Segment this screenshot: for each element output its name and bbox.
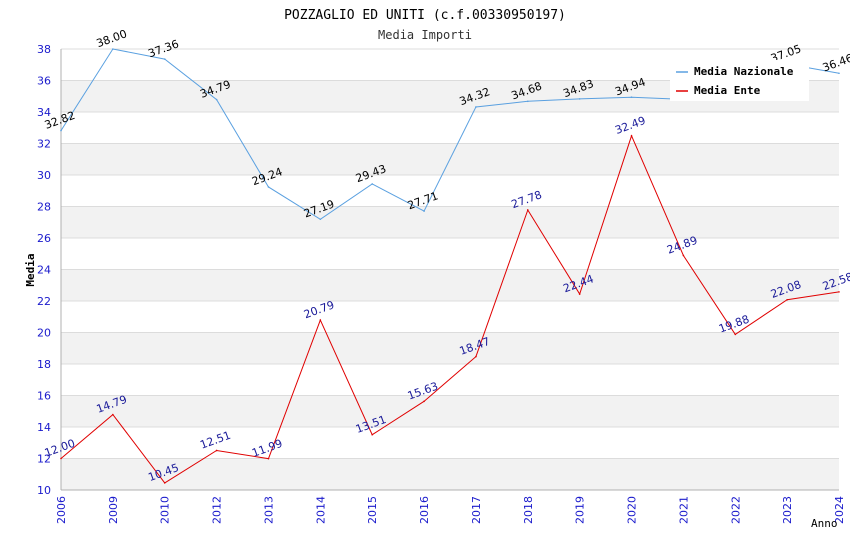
y-tick-label: 18 [37,358,51,371]
x-tick-label: 2016 [418,496,431,524]
x-tick-label: 2020 [626,496,639,524]
data-point [267,186,270,188]
x-axis-label: Anno [811,517,838,530]
data-label: 32.49 [613,114,647,137]
data-point [112,48,114,50]
y-tick-labels: 10 12 14 16 18 20 22 24 26 28 30 32 34 36 38 [37,43,51,497]
y-tick-label: 34 [37,106,51,119]
data-point [60,129,62,132]
grid-band [61,206,839,238]
data-point [578,98,581,100]
x-tick-label: 2009 [107,496,120,524]
data-point [423,210,425,212]
chart-subtitle: Media Importi [378,28,472,42]
legend-label-media-ente: Media Ente [694,84,761,97]
x-tick-label: 2006 [55,496,68,524]
axes [60,49,839,491]
data-point [215,449,218,452]
y-tick-label: 22 [37,295,51,308]
data-label: 38.00 [95,27,129,50]
data-label: 36.46 [821,51,850,74]
data-point [475,355,477,358]
data-point [630,96,633,98]
data-label: 12.00 [43,437,77,460]
data-point [682,254,685,257]
data-label: 11.99 [250,437,284,460]
y-tick-label: 20 [37,327,51,340]
y-tick-label: 32 [37,138,51,151]
data-label: 20.79 [302,298,336,321]
data-point [423,400,425,403]
x-tick-labels: 2006 2009 2010 2012 2013 2014 2015 2016 2017 2018… [55,496,846,524]
x-tick-label: 2021 [677,496,690,524]
data-point [60,457,62,460]
x-tick-label: 2022 [729,496,742,524]
data-point [163,482,166,484]
legend: Media Nazionale Media Ente [670,60,809,101]
data-point [734,333,737,336]
y-tick-label: 28 [37,201,51,214]
y-tick-label: 12 [37,453,51,466]
data-point [630,134,633,137]
data-point [838,291,840,293]
x-tick-label: 2023 [781,496,794,524]
x-tick-label: 2018 [522,496,535,524]
y-tick-label: 24 [37,264,51,277]
grid-band [61,269,839,301]
x-tick-label: 2012 [211,496,224,524]
data-label: 12.51 [198,429,232,452]
y-tick-label: 10 [37,484,51,497]
y-axis-label: Media [24,253,37,286]
data-point [371,433,374,436]
x-tick-label: 2017 [470,496,483,524]
data-point [319,218,322,221]
y-tick-label: 26 [37,232,51,245]
y-tick-label: 38 [37,43,51,56]
grid-band [61,332,839,364]
x-tick-label: 2010 [159,496,172,524]
chart-title: POZZAGLIO ED UNITI (c.f.00330950197) [284,8,566,23]
x-tick-label: 2015 [366,496,379,524]
data-point [527,209,529,211]
legend-label-media-nazionale: Media Nazionale [694,65,794,78]
x-tick-label: 2013 [262,496,275,524]
data-point [786,298,788,301]
data-point [475,106,477,108]
x-tick-label: 2019 [574,496,587,524]
y-tick-label: 30 [37,169,51,182]
legend-box [670,60,809,101]
series-line-media-ente [60,134,840,484]
data-point [267,457,270,460]
y-tick-label: 16 [37,390,51,403]
data-point [578,293,581,295]
data-point [215,98,218,101]
data-point [112,413,114,416]
data-point [371,183,374,185]
grid-band [61,395,839,427]
y-tick-label: 36 [37,75,51,88]
data-label: 37.36 [147,37,181,60]
y-tick-label: 14 [37,421,51,434]
x-tick-label: 2024 [833,496,846,524]
x-tick-label: 2014 [314,496,327,524]
grid-band [61,458,839,490]
data-point [319,319,322,321]
data-point [838,72,840,75]
grid-bands [61,80,839,490]
data-point [163,58,166,60]
data-point [527,100,529,103]
